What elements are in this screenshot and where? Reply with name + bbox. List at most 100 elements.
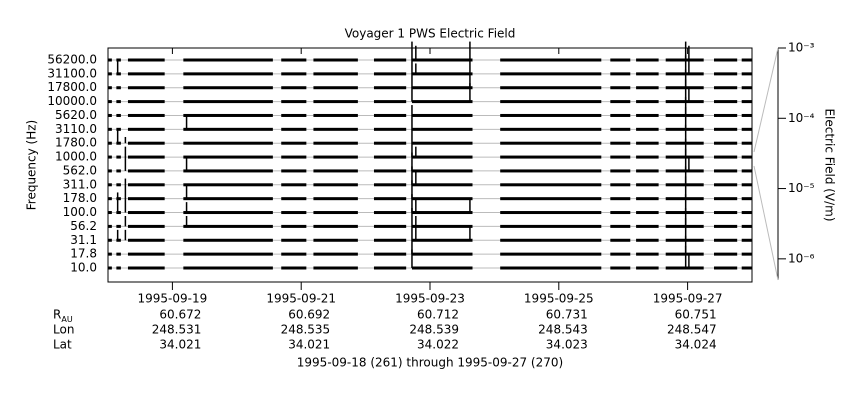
data-segment <box>127 197 165 201</box>
data-segment <box>500 113 602 117</box>
data-segment <box>610 127 631 131</box>
ephemeris-value: 34.023 <box>546 338 588 352</box>
data-segment <box>116 86 121 90</box>
ephemeris-value: 60.731 <box>546 308 588 322</box>
y-tick-label: 100.0 <box>63 205 97 219</box>
data-segment <box>500 155 602 159</box>
x-tick-label: 1995-09-25 <box>524 292 594 306</box>
data-segment <box>411 211 473 215</box>
data-segment <box>281 266 307 270</box>
data-segment <box>373 266 407 270</box>
data-segment <box>636 224 659 228</box>
data-segment <box>610 141 631 145</box>
data-segment <box>500 252 602 256</box>
y2-tick-label: 10⁻³ <box>788 41 815 55</box>
data-segment <box>116 113 121 117</box>
data-segment <box>665 197 704 201</box>
ephemeris-value: 60.751 <box>675 308 717 322</box>
data-segment <box>116 169 121 173</box>
data-segment <box>411 141 473 145</box>
data-segment <box>411 86 473 90</box>
data-segment <box>636 211 659 215</box>
data-segment <box>610 113 631 117</box>
data-segment <box>714 238 738 242</box>
data-segment <box>116 252 121 256</box>
data-segment <box>741 197 752 201</box>
data-segment <box>183 155 273 159</box>
data-segment <box>373 252 407 256</box>
data-segment <box>127 72 165 76</box>
data-segment <box>313 141 358 145</box>
data-segment <box>714 211 738 215</box>
ephemeris-value: 34.021 <box>288 338 330 352</box>
data-segment <box>373 58 407 62</box>
data-segment <box>741 141 752 145</box>
data-segment <box>108 252 112 256</box>
data-segment <box>411 113 473 117</box>
data-segment <box>714 113 738 117</box>
data-segment <box>127 100 165 104</box>
y-tick-label: 5620.0 <box>55 108 97 122</box>
data-segment <box>665 141 704 145</box>
data-segment <box>183 72 273 76</box>
data-segment <box>313 238 358 242</box>
data-segment <box>741 224 752 228</box>
data-segment <box>127 238 165 242</box>
data-segment <box>500 266 602 270</box>
data-segment <box>636 252 659 256</box>
data-segment <box>183 100 273 104</box>
data-segment <box>183 183 273 187</box>
data-segment <box>183 197 273 201</box>
data-segment <box>636 141 659 145</box>
data-segment <box>500 127 602 131</box>
data-segment <box>411 266 473 270</box>
data-segment <box>500 238 602 242</box>
y-tick-label: 56200.0 <box>47 53 97 67</box>
data-segment <box>714 58 738 62</box>
data-segment <box>636 127 659 131</box>
data-segment <box>741 100 752 104</box>
data-segment <box>373 141 407 145</box>
data-segment <box>373 211 407 215</box>
ephemeris-value: 248.547 <box>667 323 717 337</box>
data-segment <box>373 183 407 187</box>
y2-tick-label: 10⁻⁵ <box>788 181 815 195</box>
data-segment <box>108 224 112 228</box>
data-segment <box>108 169 112 173</box>
data-segment <box>108 155 112 159</box>
data-segment <box>127 58 165 62</box>
data-segment <box>313 183 358 187</box>
data-segment <box>108 141 112 145</box>
data-segment <box>610 183 631 187</box>
data-segment <box>714 155 738 159</box>
y-tick-label: 1780.0 <box>55 136 97 150</box>
data-segment <box>116 224 121 228</box>
data-segment <box>610 100 631 104</box>
y2-tick-label: 10⁻⁶ <box>788 251 815 265</box>
data-segment <box>610 86 631 90</box>
data-segment <box>183 211 273 215</box>
data-segment <box>108 86 112 90</box>
x-tick-label: 1995-09-27 <box>653 292 723 306</box>
data-segment <box>116 238 121 242</box>
data-segment <box>500 86 602 90</box>
data-segment <box>741 252 752 256</box>
data-segment <box>714 183 738 187</box>
ephemeris-value: 248.539 <box>409 323 459 337</box>
data-segment <box>741 72 752 76</box>
y-tick-label: 31.1 <box>70 233 97 247</box>
data-segment <box>636 169 659 173</box>
data-segment <box>116 266 121 270</box>
data-segment <box>313 224 358 228</box>
data-segment <box>281 183 307 187</box>
data-segment <box>281 252 307 256</box>
data-segment <box>373 197 407 201</box>
data-segment <box>665 72 704 76</box>
data-segment <box>116 211 121 215</box>
data-segment <box>411 58 473 62</box>
data-segment <box>116 100 121 104</box>
y-tick-label: 1000.0 <box>55 150 97 164</box>
data-segment <box>741 155 752 159</box>
data-segment <box>116 127 121 131</box>
ephemeris-value: 60.692 <box>288 308 330 322</box>
